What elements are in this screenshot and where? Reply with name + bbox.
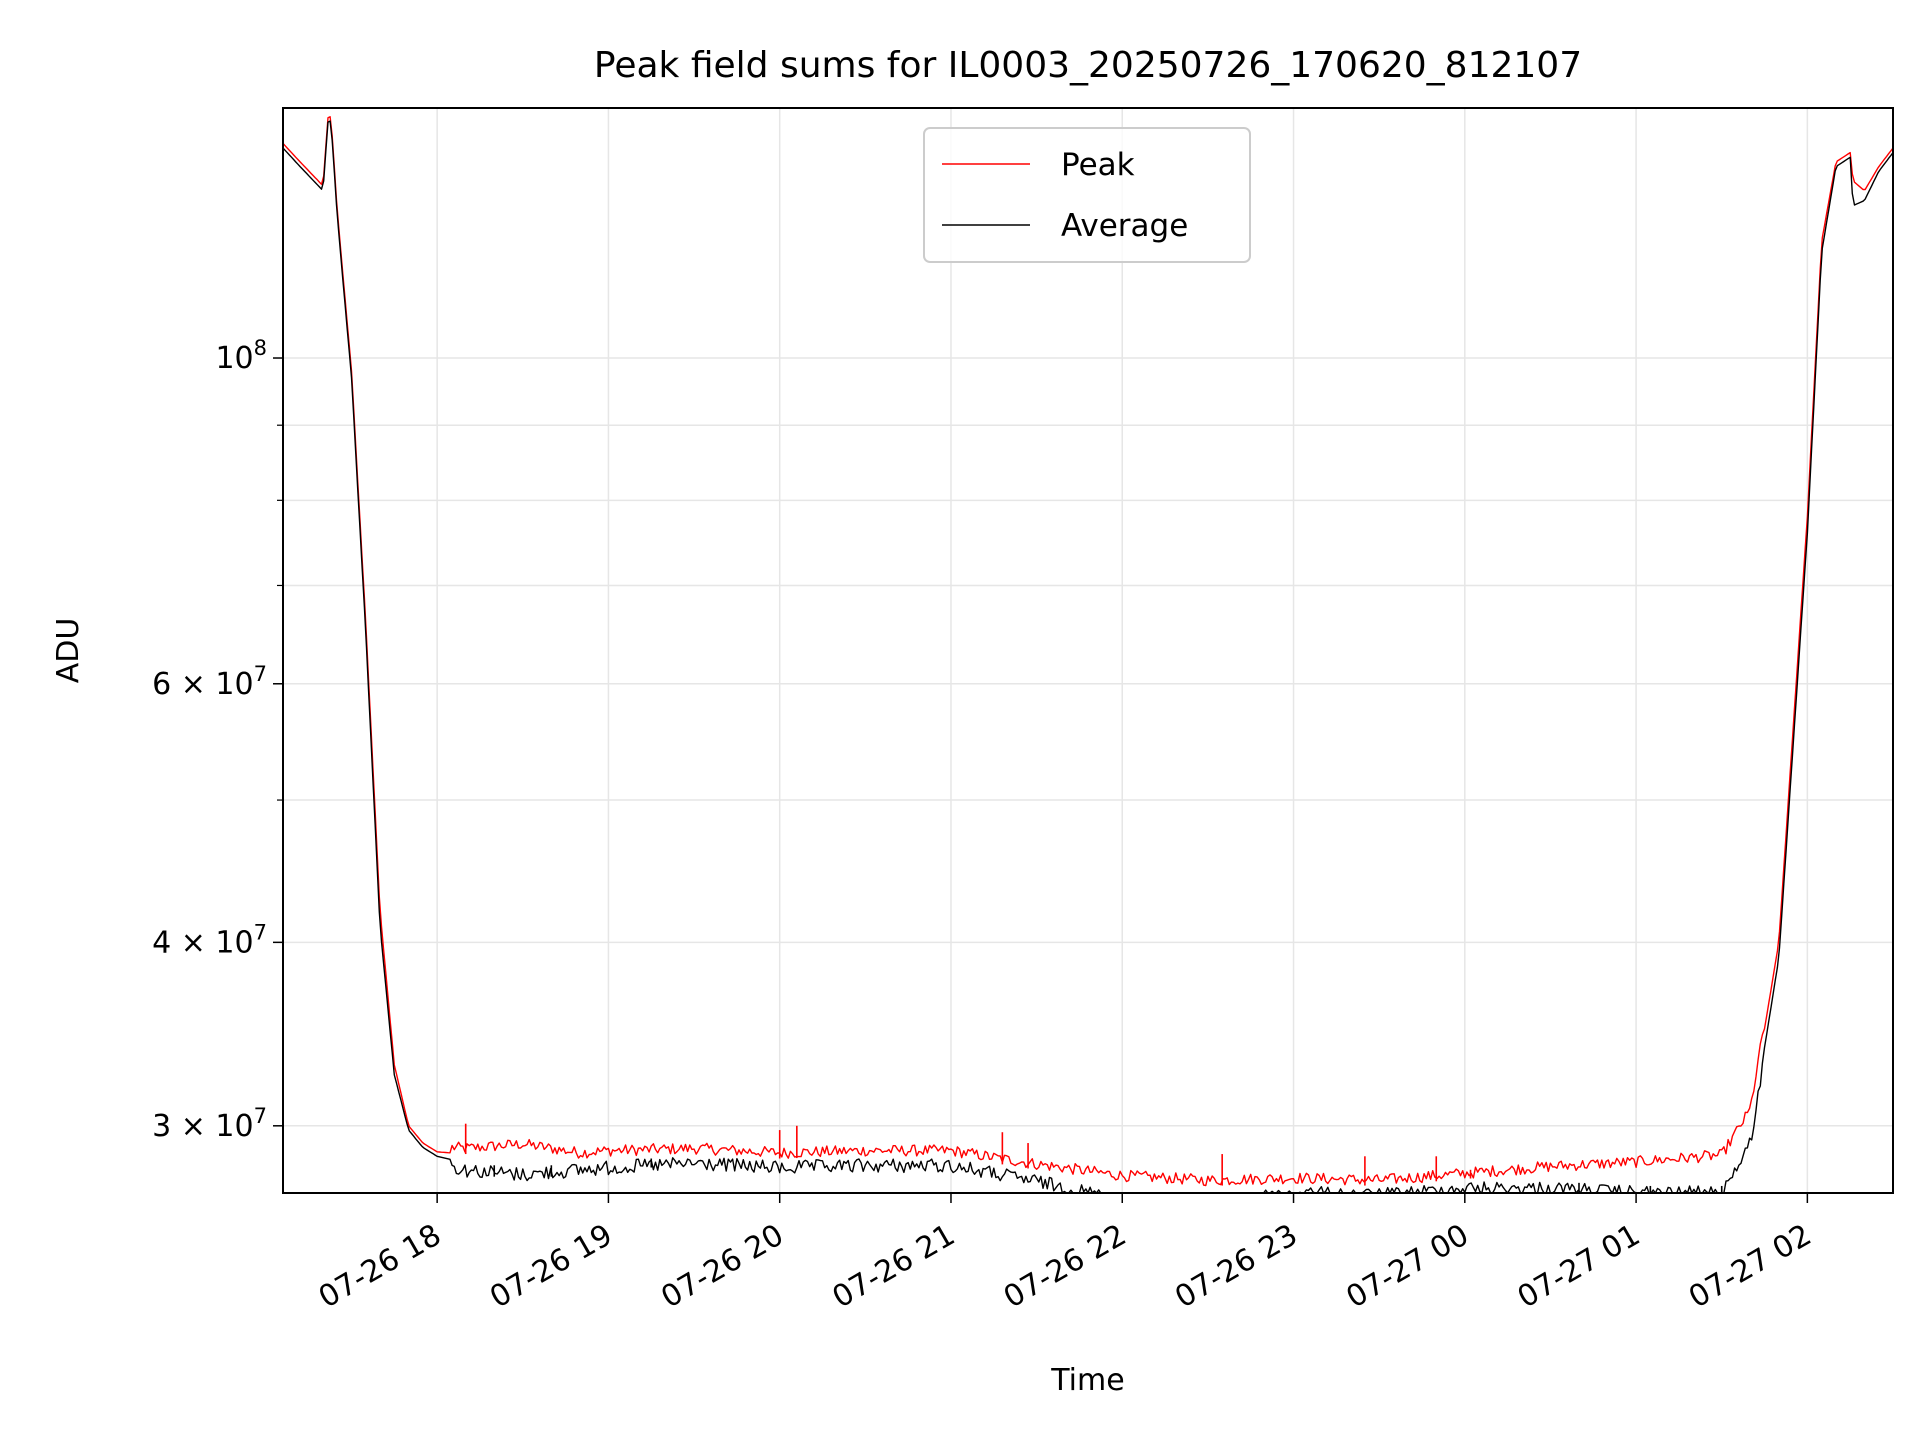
- x-tick-label: 07-27 02: [1683, 1218, 1817, 1316]
- legend-box: [923, 127, 1251, 263]
- x-tick-label: 07-26 18: [313, 1218, 447, 1316]
- series-line-peak: [282, 115, 1894, 1187]
- x-tick-label: 07-27 01: [1512, 1218, 1646, 1316]
- y-tick-label: 4 × 107: [152, 920, 267, 960]
- x-tick-label: 07-26 19: [484, 1218, 618, 1316]
- x-tick-label: 07-26 20: [655, 1218, 789, 1316]
- legend-label-average: Average: [1061, 208, 1188, 244]
- x-tick-label: 07-26 22: [998, 1218, 1132, 1316]
- x-tick-label: 07-26 23: [1169, 1218, 1303, 1316]
- y-tick-label: 3 × 107: [152, 1104, 267, 1144]
- grid-lines: [283, 108, 1893, 1193]
- y-tick-label: 6 × 107: [152, 662, 267, 702]
- legend: Peak Average: [923, 127, 1251, 263]
- x-axis-label: Time: [1050, 1363, 1124, 1398]
- x-tick-label: 07-27 00: [1340, 1218, 1474, 1316]
- plot-series: [282, 115, 1894, 1194]
- y-axis-label: ADU: [51, 618, 86, 684]
- plot-frame: [282, 107, 1894, 1194]
- legend-label-peak: Peak: [1061, 147, 1135, 183]
- chart-title: Peak field sums for IL0003_20250726_1706…: [594, 45, 1582, 86]
- x-tick-label: 07-26 21: [827, 1218, 961, 1316]
- y-tick-label: 108: [215, 336, 267, 376]
- series-line-average: [282, 120, 1894, 1194]
